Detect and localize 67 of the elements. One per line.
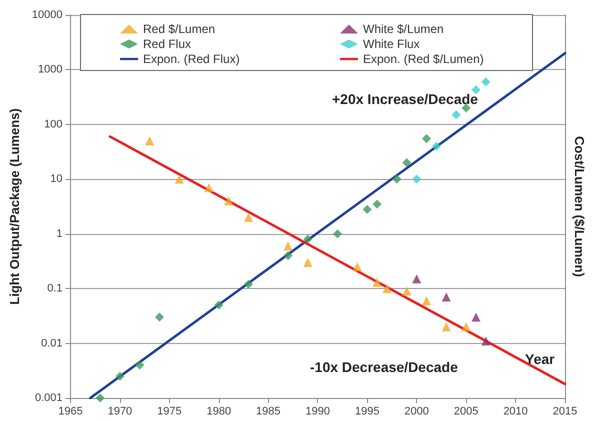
point bbox=[471, 85, 480, 94]
point bbox=[412, 274, 422, 284]
y-tick-label: 0.01 bbox=[41, 337, 62, 350]
y-tick-label: 100 bbox=[44, 118, 62, 130]
point bbox=[382, 284, 392, 294]
point bbox=[145, 136, 154, 146]
point bbox=[481, 336, 490, 346]
y-tick-label: 10000 bbox=[32, 9, 62, 21]
point bbox=[204, 183, 214, 192]
y-tick-label: 10 bbox=[50, 173, 62, 186]
point bbox=[422, 296, 432, 306]
legend-label: Red $/Lumen bbox=[143, 22, 216, 36]
point bbox=[462, 322, 471, 332]
point bbox=[362, 204, 372, 214]
point bbox=[432, 142, 441, 151]
point bbox=[422, 134, 432, 144]
point bbox=[155, 312, 164, 322]
x-tick-label: 1990 bbox=[306, 406, 330, 418]
point bbox=[214, 300, 224, 310]
point bbox=[333, 229, 342, 238]
point bbox=[96, 394, 105, 402]
point bbox=[372, 200, 382, 209]
y2-axis-title: Cost/Lumen ($/Lumen) bbox=[572, 136, 587, 277]
y-tick-label: 1000 bbox=[38, 64, 62, 76]
legend-label: White $/Lumen bbox=[363, 22, 444, 36]
x-tick-label: 1970 bbox=[108, 406, 132, 418]
legend-label: Red Flux bbox=[143, 37, 192, 51]
legend-label: Expon. (Red Flux) bbox=[143, 52, 240, 66]
point bbox=[303, 234, 312, 244]
point bbox=[372, 278, 382, 287]
y-tick-label: 0.1 bbox=[47, 282, 62, 295]
x-tick-label: 2005 bbox=[454, 406, 478, 418]
point bbox=[174, 174, 184, 184]
point bbox=[481, 77, 490, 86]
x-tick-label: 2015 bbox=[552, 406, 578, 418]
point bbox=[352, 262, 362, 272]
point bbox=[442, 292, 451, 302]
point bbox=[452, 110, 461, 120]
point bbox=[442, 322, 451, 332]
x-tick-label: 1965 bbox=[58, 406, 83, 418]
annotation: +20x Increase/Decade bbox=[332, 91, 478, 107]
x-tick-label: 2000 bbox=[404, 406, 429, 418]
x-tick-label: 1985 bbox=[256, 406, 281, 418]
point bbox=[135, 360, 144, 370]
x-tick-label: 1975 bbox=[157, 406, 182, 418]
point bbox=[402, 286, 412, 296]
point bbox=[412, 174, 422, 184]
point bbox=[284, 251, 293, 260]
point bbox=[244, 212, 254, 222]
point bbox=[115, 372, 124, 381]
point bbox=[402, 158, 412, 168]
annotation: -10x Decrease/Decade bbox=[310, 359, 458, 375]
x-tick-label: 1980 bbox=[206, 406, 232, 418]
point bbox=[244, 280, 254, 289]
x-axis-title: Year bbox=[525, 351, 556, 367]
y-axis-title: Light Output/Package (Lumens) bbox=[7, 108, 22, 305]
legend-label: Expon. (Red $/Lumen) bbox=[363, 52, 484, 66]
point bbox=[224, 196, 234, 206]
point bbox=[284, 241, 293, 250]
y-tick-label: 0.001 bbox=[34, 392, 62, 404]
point bbox=[471, 312, 480, 322]
legend-label: White Flux bbox=[363, 37, 420, 51]
point bbox=[392, 174, 402, 184]
x-tick-label: 2010 bbox=[503, 406, 528, 418]
y-tick-label: 1 bbox=[56, 228, 62, 240]
x-tick-label: 1995 bbox=[354, 406, 380, 418]
point bbox=[303, 258, 312, 267]
